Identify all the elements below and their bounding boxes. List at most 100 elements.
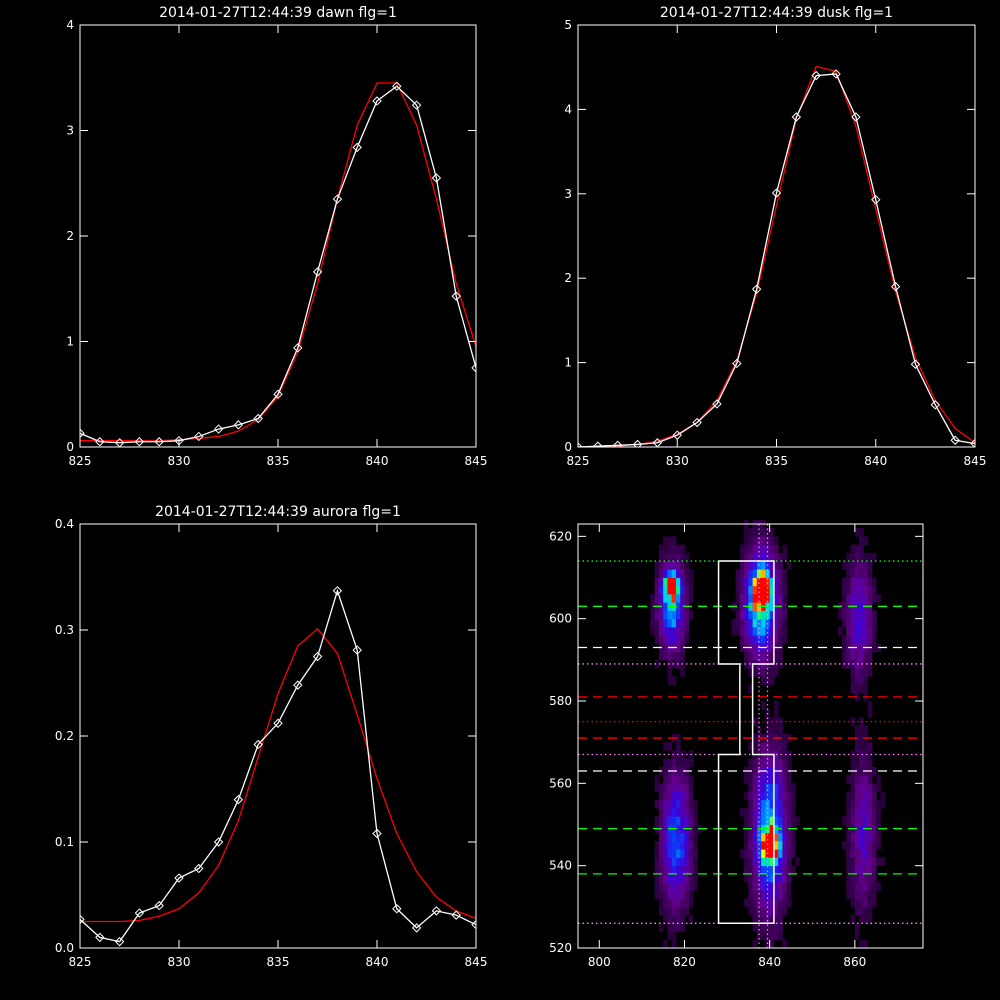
heat-cell (842, 561, 847, 570)
heat-cell (748, 799, 754, 809)
heat-cell (769, 651, 775, 661)
heat-cell (863, 890, 869, 900)
heat-cell (735, 602, 741, 611)
heat-cell (663, 618, 668, 628)
observed-point (593, 441, 603, 447)
heat-cell (871, 593, 877, 603)
heat-cell (854, 585, 860, 595)
heat-cell (684, 783, 690, 792)
heat-cell (859, 725, 864, 735)
heat-cell (863, 799, 869, 809)
heat-cell (663, 808, 668, 817)
heat-cell (752, 873, 758, 883)
heat-cell (756, 783, 762, 792)
heat-cell (654, 775, 660, 784)
heat-cell (846, 585, 851, 595)
heat-cell (778, 552, 783, 562)
heat-cell (684, 758, 690, 768)
heat-cell (671, 610, 677, 620)
heat-cell (790, 816, 796, 825)
heat-cell (667, 808, 673, 817)
heat-cell (778, 873, 783, 883)
heat-cell (859, 906, 864, 916)
heat-cell (765, 775, 771, 784)
heat-cell (752, 585, 758, 595)
heat-cell (688, 577, 694, 587)
y-tick-label: 540 (549, 859, 572, 873)
heat-cell (761, 593, 766, 603)
heat-cell (748, 808, 754, 817)
observed-point (194, 431, 204, 442)
heat-cell (675, 775, 681, 784)
heat-cell (867, 840, 873, 850)
heat-cell (675, 824, 681, 834)
heat-cell (867, 659, 873, 669)
heat-cell (846, 610, 851, 620)
heat-cell (671, 585, 677, 595)
heat-cell (867, 758, 873, 768)
heat-cell (854, 799, 860, 809)
heat-cell (752, 561, 758, 570)
x-tick-label: 830 (168, 454, 191, 468)
heat-cell (756, 544, 762, 554)
x-tick-label: 845 (964, 454, 987, 468)
heat-cell (684, 577, 690, 587)
heat-cell (663, 651, 668, 661)
heat-cell (854, 882, 860, 891)
heat-cell (773, 569, 779, 578)
heat-cell (867, 791, 873, 801)
heat-cell (663, 577, 668, 587)
heat-cell (867, 898, 873, 908)
heat-cell (671, 840, 677, 850)
heat-cell (871, 873, 877, 883)
heat-cell (667, 676, 673, 685)
heat-cell (850, 676, 856, 685)
heat-cell (752, 635, 758, 644)
heat-cell (846, 791, 851, 801)
heat-cell (863, 832, 869, 842)
observed-point (930, 400, 941, 410)
heat-cell (782, 824, 788, 834)
chart-title: 2014-01-27T12:44:39 dawn flg=1 (159, 5, 397, 21)
heat-cell (663, 791, 668, 801)
heat-cell (658, 808, 664, 817)
heat-cell (761, 882, 766, 891)
heat-cell (846, 799, 851, 809)
heat-cell (680, 668, 685, 677)
heat-cell (748, 742, 754, 751)
heat-cell (761, 668, 766, 677)
heat-cell (663, 873, 668, 883)
heat-cell (748, 890, 754, 900)
heat-cell (854, 643, 860, 653)
heat-cell (854, 840, 860, 850)
heat-cell (850, 882, 856, 891)
heat-cell (675, 832, 681, 842)
heat-cell (769, 626, 775, 636)
heat-cell (680, 873, 685, 883)
heat-cell (744, 635, 749, 644)
heat-cell (688, 816, 694, 825)
heat-cell (867, 890, 873, 900)
heat-cell (667, 799, 673, 809)
x-tick-label: 840 (864, 454, 887, 468)
heat-cell (752, 783, 758, 792)
heat-cell (790, 840, 796, 850)
heat-cell (675, 808, 681, 817)
heat-cell (671, 873, 677, 883)
heat-cell (671, 676, 677, 685)
heat-cell (693, 849, 698, 858)
heat-cell (675, 643, 681, 653)
heat-cell (859, 791, 864, 801)
heat-cell (658, 593, 664, 603)
heat-cell (765, 626, 771, 636)
heat-cell (752, 923, 758, 932)
heat-cell (854, 775, 860, 784)
region-outline (717, 560, 775, 925)
heat-cell (782, 783, 788, 792)
observed-point (273, 389, 283, 399)
heat-cell (671, 791, 677, 801)
heat-cell (658, 840, 664, 850)
heat-cell (748, 635, 754, 644)
heat-cell (846, 882, 851, 891)
observed-point (471, 919, 476, 930)
